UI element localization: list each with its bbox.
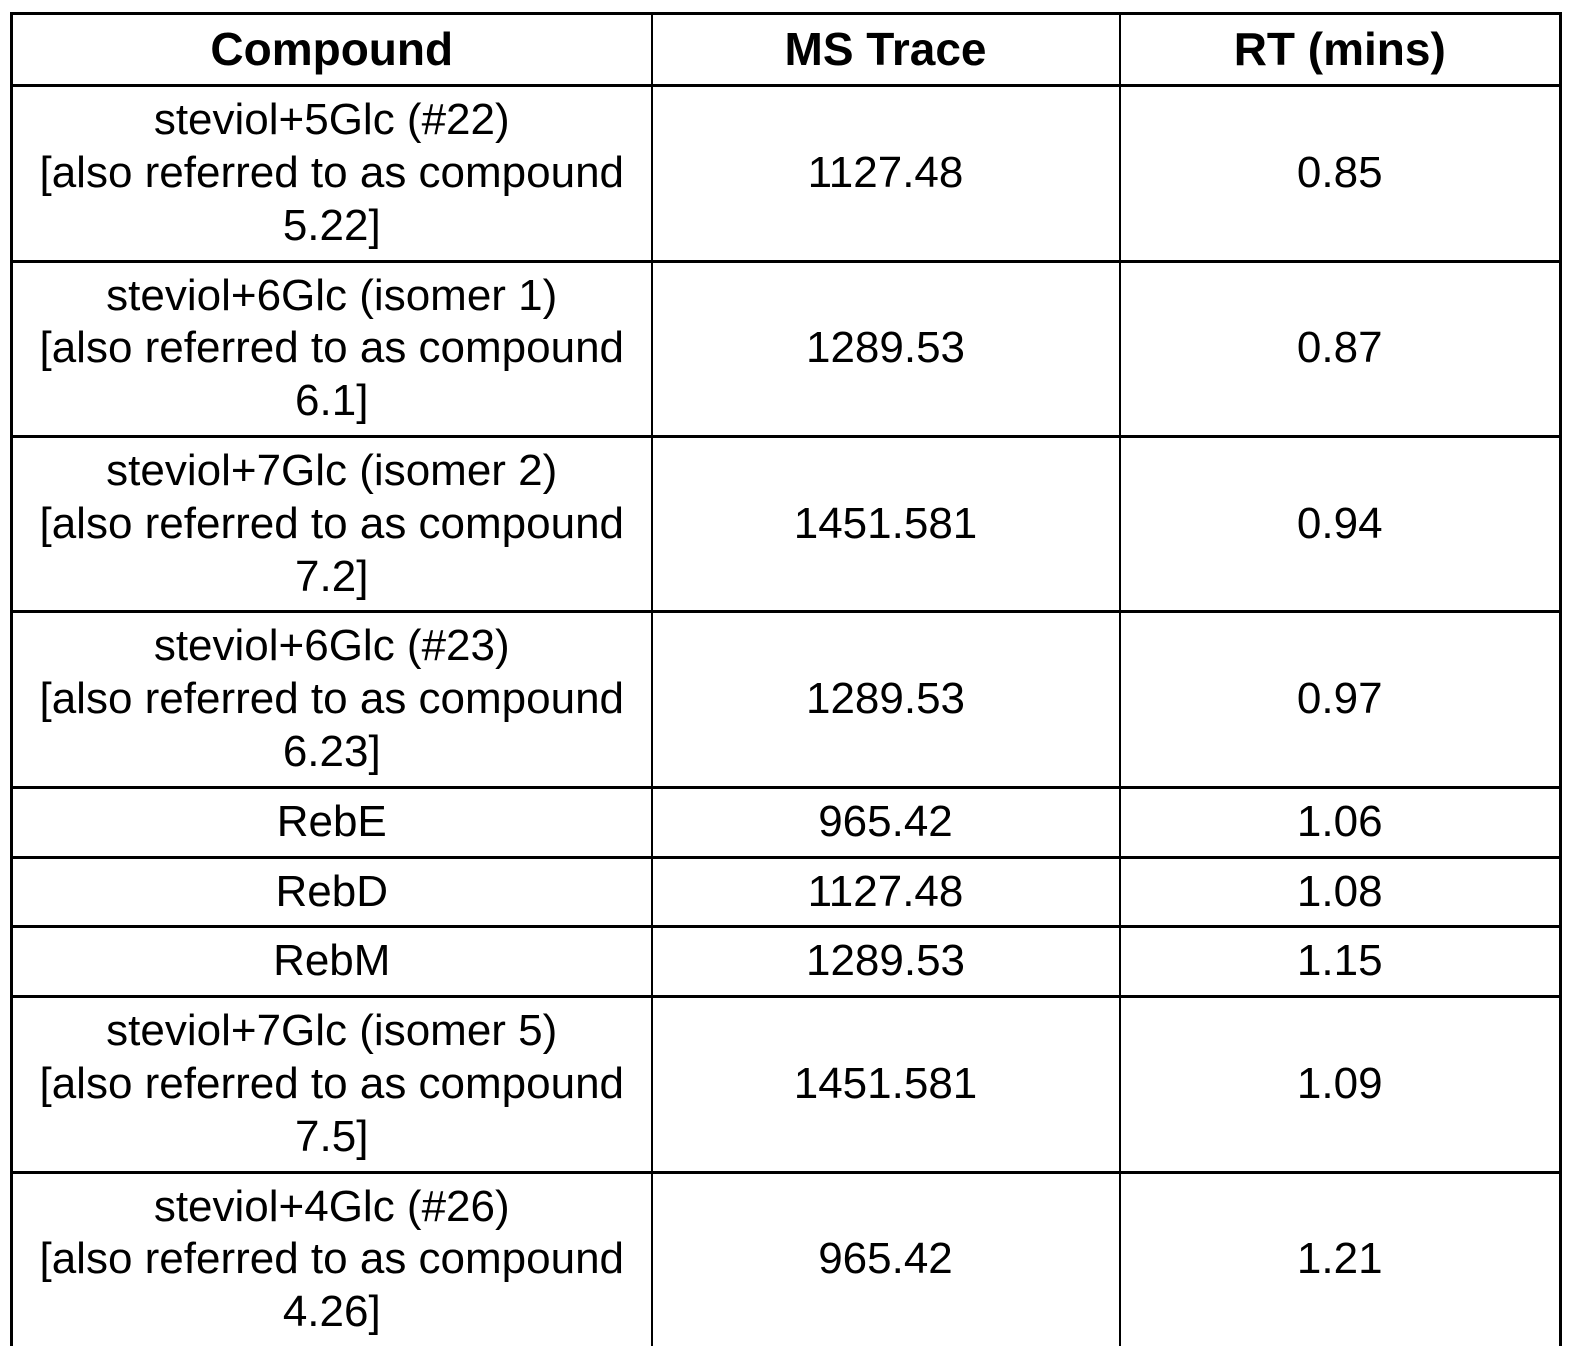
ms-trace-cell: 1127.48 [650,856,1121,928]
compound-ref-line-1: [also referred to as compound [39,1058,625,1108]
table-row: RebD 1127.48 1.08 [10,856,1562,928]
compound-ref-line-1: [also referred to as compound [39,147,625,197]
table-row: steviol+6Glc (#23) [also referred to as … [10,610,1562,789]
ms-trace-cell: 1127.48 [650,84,1121,263]
column-header-rt-mins: RT (mins) [1118,12,1562,87]
compound-name: steviol+7Glc (isomer 2) [106,445,558,495]
ms-trace-cell: 965.42 [650,786,1121,859]
compound-cell: RebE [10,786,653,859]
compound-cell: steviol+7Glc (isomer 5) [also referred t… [10,995,653,1174]
rt-cell: 0.97 [1118,610,1562,789]
table-row: steviol+7Glc (isomer 2) [also referred t… [10,435,1562,613]
ms-trace-cell: 1451.581 [650,995,1121,1174]
rt-cell: 1.06 [1118,786,1562,859]
rt-cell: 1.21 [1118,1171,1562,1346]
compound-name: steviol+5Glc (#22) [153,95,510,145]
compound-name: RebD [275,866,389,916]
compound-name: RebM [273,936,391,986]
table-row: steviol+4Glc (#26) [also referred to as … [10,1171,1562,1346]
table-header-row: Compound MS Trace RT (mins) [10,12,1562,87]
ms-trace-cell: 1289.53 [650,925,1121,998]
compound-ref-line-2: 5.22] [282,200,381,250]
compound-cell: steviol+6Glc (isomer 1) [also referred t… [10,260,653,438]
column-header-compound: Compound [10,12,653,87]
rt-cell: 1.09 [1118,995,1562,1174]
compound-cell: RebD [10,856,653,928]
compound-ref-line-1: [also referred to as compound [39,498,625,548]
compound-name: steviol+6Glc (#23) [153,621,510,671]
rt-cell: 1.15 [1118,925,1562,998]
compound-cell: steviol+7Glc (isomer 2) [also referred t… [10,435,653,613]
compound-ref-line-2: 7.5] [295,1111,369,1161]
compound-cell: steviol+5Glc (#22) [also referred to as … [10,84,653,263]
table-row: steviol+5Glc (#22) [also referred to as … [10,84,1562,263]
ms-trace-cell: 1451.581 [650,435,1121,613]
compound-ref-line-1: [also referred to as compound [39,323,625,373]
compound-name: RebE [276,796,387,846]
table-row: steviol+6Glc (isomer 1) [also referred t… [10,260,1562,438]
compound-cell: RebM [10,925,653,998]
column-header-ms-trace: MS Trace [650,12,1121,87]
rt-cell: 0.94 [1118,435,1562,613]
compound-ref-line-2: 6.23] [282,726,381,776]
compound-name: steviol+4Glc (#26) [153,1181,510,1231]
ms-trace-cell: 965.42 [650,1171,1121,1346]
compound-cell: steviol+4Glc (#26) [also referred to as … [10,1171,653,1346]
table-row: RebE 965.42 1.06 [10,786,1562,859]
compound-name: steviol+7Glc (isomer 5) [106,1006,558,1056]
compound-ref-line-2: 6.1] [295,376,369,426]
compound-ref-line-1: [also referred to as compound [39,1234,625,1284]
compound-name: steviol+6Glc (isomer 1) [106,270,558,320]
rt-cell: 0.85 [1118,84,1562,263]
compound-ref-line-2: 7.2] [295,551,369,601]
compound-ms-rt-table: Compound MS Trace RT (mins) steviol+5Glc… [10,12,1562,1346]
compound-ref-line-2: 4.26] [282,1287,381,1337]
rt-cell: 1.08 [1118,856,1562,928]
rt-cell: 0.87 [1118,260,1562,438]
table-row: steviol+7Glc (isomer 5) [also referred t… [10,995,1562,1174]
compound-cell: steviol+6Glc (#23) [also referred to as … [10,610,653,789]
ms-trace-cell: 1289.53 [650,610,1121,789]
ms-trace-cell: 1289.53 [650,260,1121,438]
compound-ref-line-1: [also referred to as compound [39,674,625,724]
table-row: RebM 1289.53 1.15 [10,925,1562,998]
